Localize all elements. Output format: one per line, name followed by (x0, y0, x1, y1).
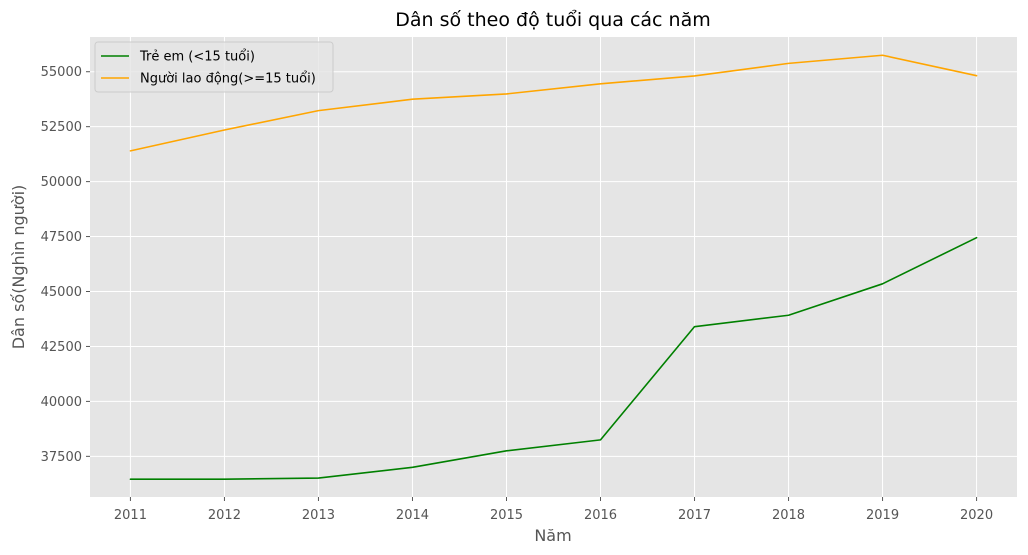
series-line-2 (129, 54, 978, 152)
legend-label-2: Người lao động(>=15 tuổi) (140, 72, 316, 87)
x-tick-label: 2020 (960, 508, 993, 523)
x-tick-label: 2017 (678, 508, 711, 523)
chart-title: Dân số theo độ tuổi qua các năm (395, 9, 710, 31)
x-tick-label: 2016 (584, 508, 617, 523)
y-tick-label: 37500 (41, 450, 82, 465)
y-tick-label: 55000 (41, 65, 82, 80)
legend: Trẻ em (<15 tuổi) Người lao động(>=15 tuổ… (94, 41, 334, 93)
legend-label-1: Trẻ em (<15 tuổi) (139, 50, 255, 65)
x-tick-label: 2014 (396, 508, 429, 523)
x-tick-label: 2011 (114, 508, 147, 523)
series-lines (129, 54, 978, 481)
y-tick-label: 50000 (41, 175, 82, 190)
legend-box (94, 41, 334, 93)
y-tick-label: 40000 (41, 395, 82, 410)
y-tick-label: 47500 (41, 230, 82, 245)
grid-lines (90, 37, 1017, 497)
x-tick-label: 2018 (772, 508, 805, 523)
x-tick-label: 2013 (302, 508, 335, 523)
x-tick-label: 2012 (208, 508, 241, 523)
y-tick-label: 52500 (41, 120, 82, 135)
x-tick-label: 2015 (490, 508, 523, 523)
x-axis-ticks: 2011 2012 2013 2014 2015 2016 2017 2018 2019 2020 (114, 497, 993, 523)
y-tick-label: 42500 (41, 340, 82, 355)
x-axis-label: Năm (534, 526, 571, 545)
y-axis-ticks: 37500 40000 42500 45000 47500 50000 52500 55000 (41, 65, 90, 465)
plot-background (90, 37, 1017, 497)
series-line-1 (129, 236, 978, 481)
y-tick-label: 45000 (41, 285, 82, 300)
y-axis-label: Dân số(Nghìn người) (9, 185, 28, 350)
x-tick-label: 2019 (866, 508, 899, 523)
